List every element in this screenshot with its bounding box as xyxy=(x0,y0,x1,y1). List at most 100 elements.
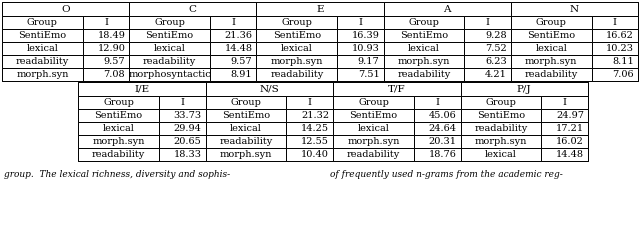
Text: 20.31: 20.31 xyxy=(429,137,456,146)
Bar xyxy=(511,55,591,68)
Bar xyxy=(337,55,383,68)
Bar xyxy=(78,82,588,161)
Bar xyxy=(287,96,333,109)
Text: 12.55: 12.55 xyxy=(301,137,329,146)
Text: I: I xyxy=(612,18,617,27)
Text: SentiEmo: SentiEmo xyxy=(400,31,448,40)
Bar xyxy=(78,148,159,161)
Bar xyxy=(465,42,511,55)
Bar xyxy=(2,29,83,42)
Bar xyxy=(287,135,333,148)
Text: lexical: lexical xyxy=(154,44,186,53)
Bar xyxy=(333,135,414,148)
Bar xyxy=(414,148,461,161)
Bar xyxy=(159,96,205,109)
Bar xyxy=(205,148,287,161)
Bar xyxy=(511,68,591,81)
Text: I: I xyxy=(358,18,362,27)
Text: 29.94: 29.94 xyxy=(173,124,202,133)
Bar xyxy=(159,109,205,122)
Text: morph.syn: morph.syn xyxy=(475,137,527,146)
Text: morphosyntactic: morphosyntactic xyxy=(128,70,211,79)
Text: 14.48: 14.48 xyxy=(556,150,584,159)
Bar xyxy=(205,96,287,109)
Bar xyxy=(591,68,638,81)
Bar xyxy=(257,55,337,68)
Bar xyxy=(333,122,414,135)
Bar xyxy=(461,122,541,135)
Bar xyxy=(287,109,333,122)
Bar xyxy=(129,16,210,29)
Text: 24.97: 24.97 xyxy=(556,111,584,120)
Text: of frequently used n-grams from the academic reg-: of frequently used n-grams from the acad… xyxy=(330,170,563,179)
Bar xyxy=(337,29,383,42)
Bar xyxy=(83,42,129,55)
Bar xyxy=(210,42,257,55)
Text: Group: Group xyxy=(486,98,516,107)
Bar xyxy=(541,109,588,122)
Text: readability: readability xyxy=(397,70,451,79)
Text: I: I xyxy=(231,18,235,27)
Bar xyxy=(2,2,129,16)
Text: morph.syn: morph.syn xyxy=(271,57,323,66)
Text: readability: readability xyxy=(347,150,400,159)
Text: Group: Group xyxy=(154,18,185,27)
Text: SentiEmo: SentiEmo xyxy=(527,31,575,40)
Text: I: I xyxy=(563,98,567,107)
Text: readability: readability xyxy=(474,124,527,133)
Text: 10.23: 10.23 xyxy=(606,44,634,53)
Bar xyxy=(257,68,337,81)
Text: 8.11: 8.11 xyxy=(612,57,634,66)
Bar xyxy=(461,148,541,161)
Bar xyxy=(591,29,638,42)
Text: SentiEmo: SentiEmo xyxy=(349,111,397,120)
Text: 8.91: 8.91 xyxy=(231,70,252,79)
Bar xyxy=(78,135,159,148)
Bar xyxy=(461,135,541,148)
Text: N: N xyxy=(570,4,579,13)
Text: 6.23: 6.23 xyxy=(485,57,507,66)
Text: C: C xyxy=(189,4,197,13)
Bar xyxy=(383,16,465,29)
Text: 18.33: 18.33 xyxy=(173,150,202,159)
Text: 33.73: 33.73 xyxy=(173,111,202,120)
Bar xyxy=(337,68,383,81)
Text: 7.51: 7.51 xyxy=(358,70,380,79)
Bar xyxy=(465,29,511,42)
Bar xyxy=(129,2,257,16)
Bar xyxy=(383,68,465,81)
Bar xyxy=(333,148,414,161)
Text: I: I xyxy=(435,98,439,107)
Bar xyxy=(414,96,461,109)
Text: O: O xyxy=(61,4,70,13)
Bar xyxy=(337,16,383,29)
Text: lexical: lexical xyxy=(102,124,134,133)
Text: lexical: lexical xyxy=(485,150,517,159)
Bar xyxy=(287,148,333,161)
Bar xyxy=(159,135,205,148)
Text: 4.21: 4.21 xyxy=(485,70,507,79)
Text: 10.93: 10.93 xyxy=(352,44,380,53)
Bar xyxy=(83,29,129,42)
Bar xyxy=(257,29,337,42)
Text: I: I xyxy=(486,18,490,27)
Text: I: I xyxy=(308,98,312,107)
Text: morph.syn: morph.syn xyxy=(348,137,399,146)
Bar xyxy=(2,16,83,29)
Text: 12.90: 12.90 xyxy=(97,44,125,53)
Bar xyxy=(333,96,414,109)
Bar xyxy=(2,42,83,55)
Text: SentiEmo: SentiEmo xyxy=(95,111,143,120)
Bar xyxy=(465,68,511,81)
Text: lexical: lexical xyxy=(26,44,58,53)
Bar xyxy=(2,55,83,68)
Text: readability: readability xyxy=(16,57,69,66)
Bar xyxy=(205,135,287,148)
Bar xyxy=(465,16,511,29)
Text: SentiEmo: SentiEmo xyxy=(273,31,321,40)
Bar xyxy=(129,29,210,42)
Text: morph.syn: morph.syn xyxy=(398,57,450,66)
Bar xyxy=(78,82,205,96)
Bar xyxy=(541,122,588,135)
Text: 17.21: 17.21 xyxy=(556,124,584,133)
